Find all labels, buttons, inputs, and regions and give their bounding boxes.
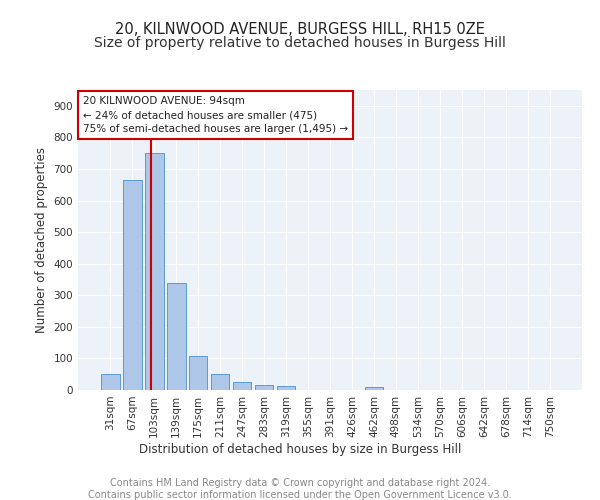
Bar bbox=[233, 382, 251, 390]
Bar bbox=[277, 386, 295, 390]
Bar bbox=[211, 374, 229, 390]
Bar bbox=[123, 180, 142, 390]
Text: Contains public sector information licensed under the Open Government Licence v3: Contains public sector information licen… bbox=[88, 490, 512, 500]
Y-axis label: Number of detached properties: Number of detached properties bbox=[35, 147, 48, 333]
Bar bbox=[189, 356, 208, 390]
Bar bbox=[167, 282, 185, 390]
Bar bbox=[365, 388, 383, 390]
Text: 20 KILNWOOD AVENUE: 94sqm
← 24% of detached houses are smaller (475)
75% of semi: 20 KILNWOOD AVENUE: 94sqm ← 24% of detac… bbox=[83, 96, 348, 134]
Bar bbox=[145, 153, 164, 390]
Bar bbox=[255, 384, 274, 390]
Text: Contains HM Land Registry data © Crown copyright and database right 2024.: Contains HM Land Registry data © Crown c… bbox=[110, 478, 490, 488]
Bar bbox=[101, 374, 119, 390]
Text: Distribution of detached houses by size in Burgess Hill: Distribution of detached houses by size … bbox=[139, 442, 461, 456]
Text: 20, KILNWOOD AVENUE, BURGESS HILL, RH15 0ZE: 20, KILNWOOD AVENUE, BURGESS HILL, RH15 … bbox=[115, 22, 485, 38]
Text: Size of property relative to detached houses in Burgess Hill: Size of property relative to detached ho… bbox=[94, 36, 506, 50]
